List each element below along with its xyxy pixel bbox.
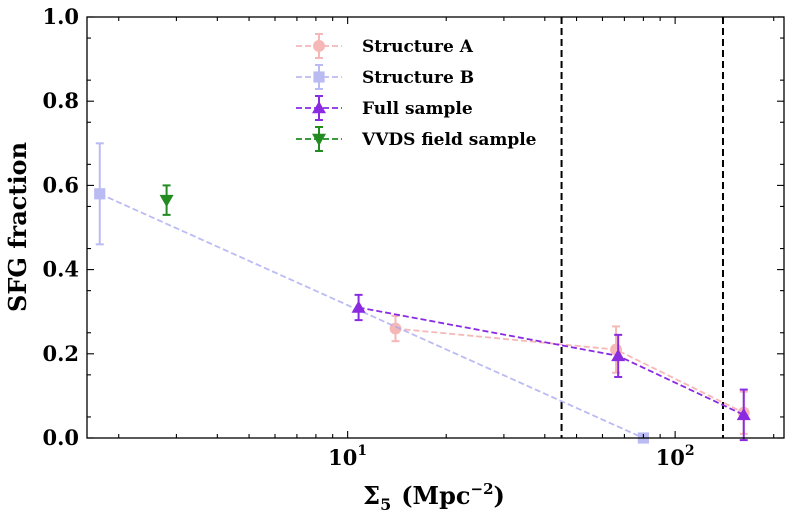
legend-label-structure-a: Structure A [362, 37, 474, 57]
legend: Structure A Structure B Full sample VVDS fi… [296, 33, 537, 152]
full-sample-point [351, 300, 366, 313]
plot-area-frame [86, 16, 785, 439]
series-full-sample [351, 293, 751, 442]
y-tick-label: 0.2 [42, 341, 79, 366]
structure-b-line [99, 192, 644, 439]
legend-marker [312, 133, 326, 146]
series-structure-b [94, 142, 649, 444]
legend-label-vvds-field-sample: VVDS field sample [361, 130, 537, 150]
legend-marker [313, 71, 325, 83]
legend-label-structure-b: Structure B [362, 68, 474, 88]
legend-marker [312, 101, 326, 114]
x-tick-label: 102 [656, 443, 695, 470]
data-series [94, 142, 751, 444]
structure-a-point [389, 322, 402, 335]
full-sample-point [736, 407, 751, 421]
axis-ticks: 0.0 0.2 0.4 0.6 0.8 1.0 101 102 [42, 4, 784, 470]
y-tick-label: 0.8 [42, 88, 79, 113]
vertical-reference-lines [560, 17, 724, 438]
x-label-unit-exponent: −2 [471, 480, 494, 498]
structure-b-point [94, 188, 106, 200]
x-label-sigma: Σ [363, 481, 380, 510]
full-sample-point [611, 348, 626, 362]
x-tick-label: 101 [328, 443, 367, 470]
vvds-field-sample-point [159, 194, 174, 208]
legend-entry-full-sample [296, 95, 342, 121]
legend-entry-structure-b [296, 64, 342, 90]
x-label-unit-open: (Mpc [401, 481, 470, 510]
y-tick-label: 0.0 [42, 425, 79, 450]
legend-marker [313, 40, 325, 52]
structure-a-line [395, 327, 745, 414]
y-tick-label: 1.0 [42, 4, 79, 29]
y-tick-label: 0.4 [42, 257, 79, 282]
series-structure-a [389, 314, 750, 435]
y-axis-label: SFG fraction [3, 142, 32, 312]
x-axis-label: Σ5 (Mpc−2) [363, 480, 505, 514]
y-tick-label: 0.6 [42, 172, 79, 197]
full-sample-line [358, 306, 745, 416]
legend-entry-vvds-field-sample [296, 126, 342, 152]
legend-entry-structure-a [296, 33, 342, 59]
series-vvds-field-sample [159, 184, 174, 216]
legend-label-full-sample: Full sample [362, 99, 473, 119]
x-label-unit-close: ) [494, 481, 505, 510]
x-label-subscript: 5 [380, 495, 391, 514]
